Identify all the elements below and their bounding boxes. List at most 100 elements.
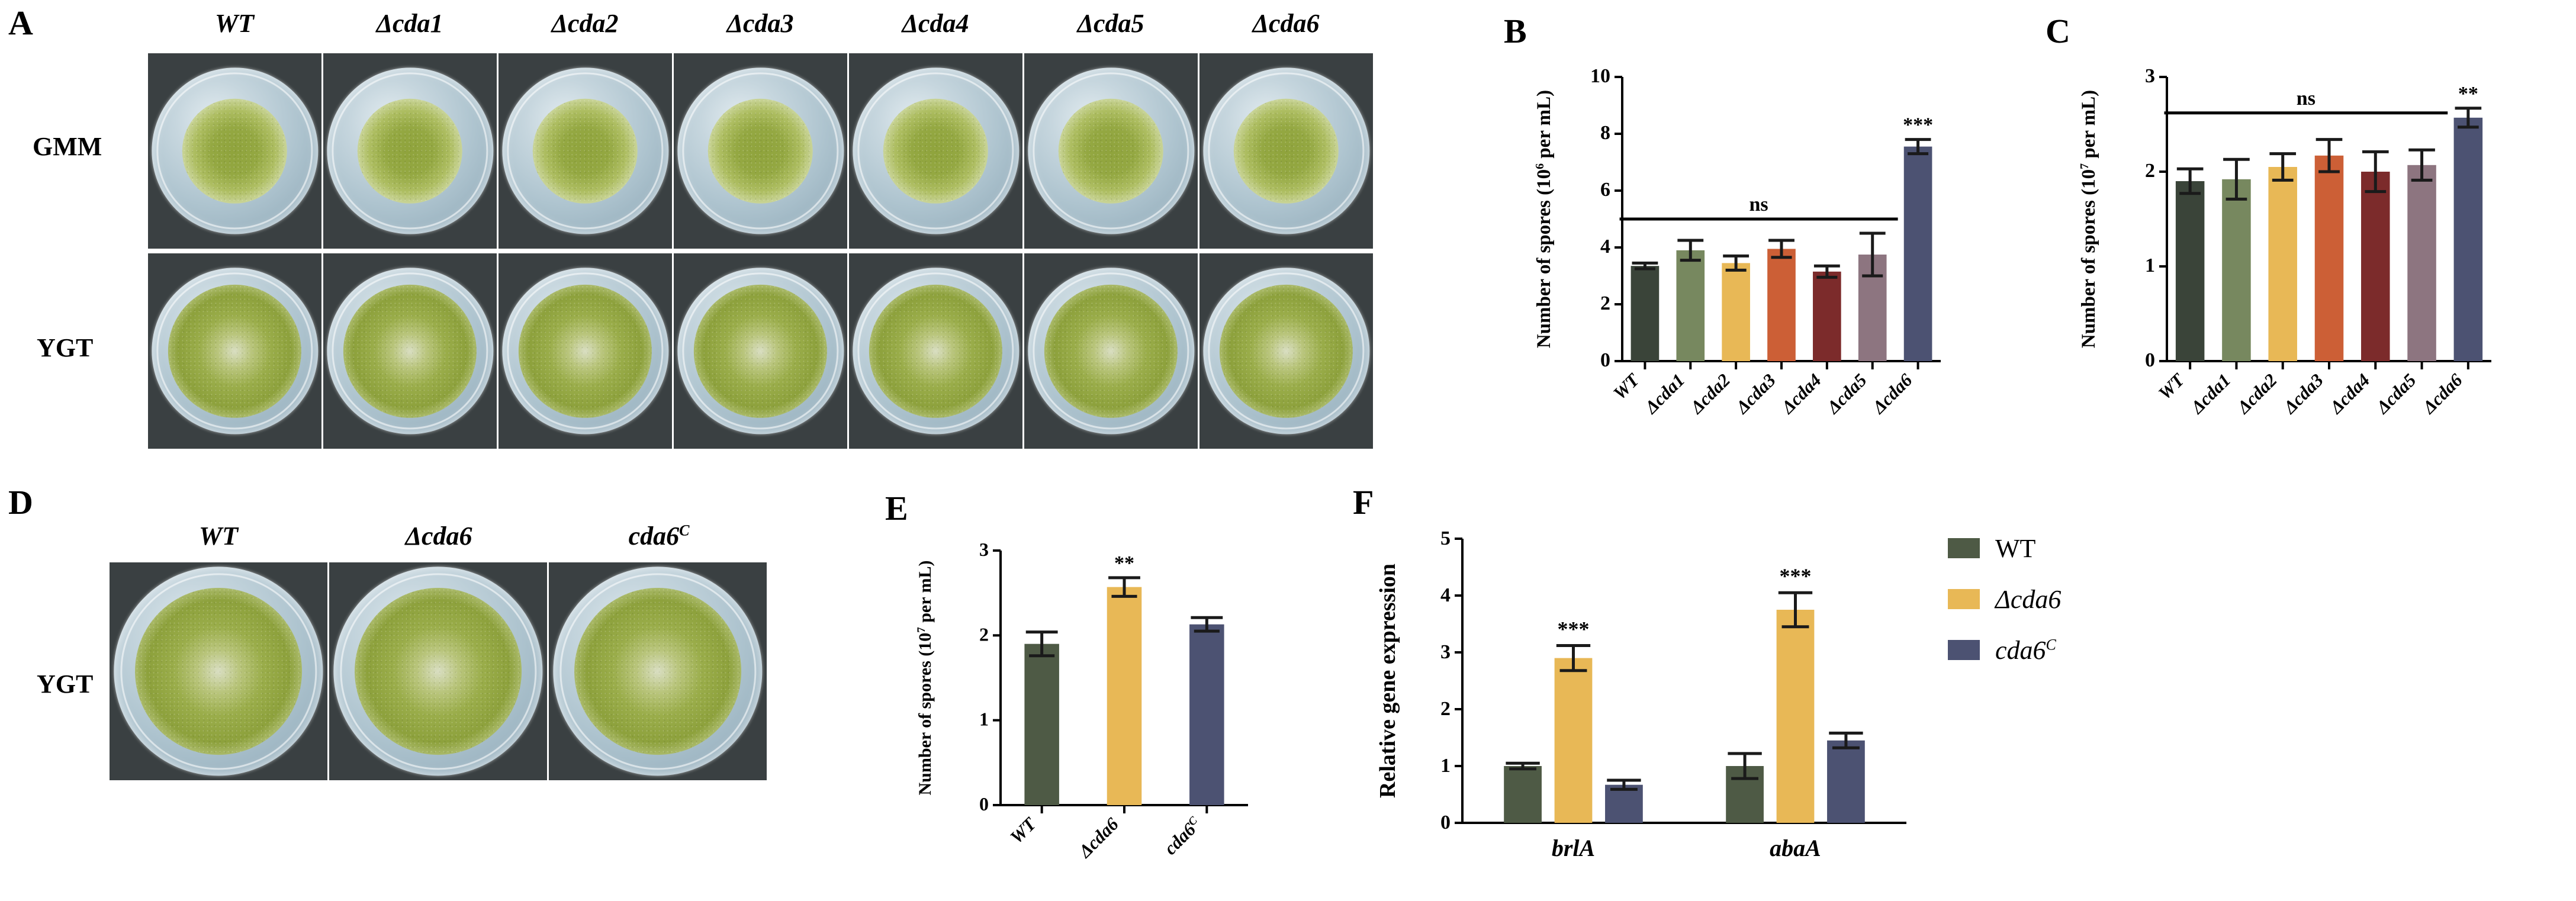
legend-label: WT: [1995, 533, 2036, 563]
significance-stars: ***: [1903, 114, 1933, 136]
panel-a-column-header-5: Δcda5: [1077, 9, 1144, 38]
bar-abaA-Δcda6: [1776, 591, 1815, 823]
x-category-label: WT: [2154, 369, 2188, 403]
y-tick-label: 3: [2145, 65, 2155, 87]
significance-stars: ***: [1780, 564, 1812, 588]
y-tick-label: 2: [1600, 292, 1610, 314]
y-axis-label: Number of spores (106 per mL): [1533, 90, 1555, 348]
x-category-label: Δcda6: [1073, 813, 1123, 863]
panel-d-column-header-0: WT: [199, 522, 238, 551]
bar-4: [1813, 264, 1841, 361]
significance-stars: **: [1114, 552, 1134, 574]
chart-panel-e: 0 1 2 3 WT Δcda6 cda6C ** Number of spores (107 …: [900, 527, 1255, 894]
petri-dish-plate: [674, 53, 847, 249]
petri-dish-plate: [148, 53, 321, 249]
x-category-label: WT: [1006, 813, 1040, 847]
panel-letter-a: A: [8, 4, 33, 42]
y-tick-label: 2: [2145, 160, 2155, 182]
panel-d-column-header-2: cda6C: [628, 522, 690, 551]
y-axis-label: Relative gene expression: [1375, 564, 1400, 798]
petri-dish-plate: [323, 253, 497, 449]
panel-d-column-headers: WT Δcda6 cda6C: [110, 521, 773, 556]
legend-swatch-icon: [1948, 640, 1980, 660]
x-category-label: Δcda4: [1776, 369, 1825, 419]
x-category-label: Δcda6: [1867, 369, 1916, 419]
x-category-label: Δcda1: [2186, 369, 2235, 419]
bar-abaA-WT: [1726, 752, 1764, 823]
ns-annotation: ns: [1750, 194, 1768, 215]
panel-letter-f: F: [1353, 483, 1374, 522]
legend-label: Δcda6: [1995, 584, 2062, 614]
legend-item-1: Δcda6: [1948, 584, 2196, 614]
y-tick-label: 0: [1440, 812, 1451, 834]
petri-dish-plate: [323, 53, 497, 249]
y-tick-label: 8: [1600, 122, 1610, 144]
y-tick-label: 1: [979, 709, 989, 730]
petri-dish-plate: [499, 53, 672, 249]
petri-dish-plate: [1199, 253, 1373, 449]
y-tick-label: 3: [979, 539, 989, 560]
y-tick-label: 3: [1440, 641, 1451, 663]
x-category-label: Δcda3: [1731, 369, 1780, 419]
bar-0: [1024, 630, 1059, 805]
panel-a-column-header-4: Δcda4: [902, 9, 969, 38]
panel-a-column-header-3: Δcda3: [726, 9, 794, 38]
panel-letter-b: B: [1504, 12, 1527, 50]
panel-a-column-headers: WT Δcda1 Δcda2 Δcda3 Δcda4 Δcda5 Δcda6: [148, 8, 1374, 44]
petri-dish-plate: [1199, 53, 1373, 249]
x-category-label: cda6C: [1160, 813, 1205, 859]
panel-f-legend: WT Δcda6 cda6C: [1948, 533, 2196, 681]
bar-brlA-WT: [1504, 761, 1542, 823]
significance-stars: ***: [1558, 617, 1590, 641]
y-tick-label: 1: [1440, 755, 1451, 777]
y-axis-label: Number of spores (107 per mL): [915, 561, 935, 796]
petri-dish-plate: [1024, 53, 1198, 249]
panel-d-column-header-1: Δcda6: [405, 522, 472, 551]
x-category-label: Δcda1: [1640, 369, 1689, 419]
x-category-label: Δcda5: [1822, 369, 1871, 419]
bar-4: [2361, 150, 2390, 361]
x-category-label: Δcda2: [2232, 369, 2281, 419]
panel-a-plate-row-gmm: [148, 53, 1373, 249]
x-category-label: Δcda4: [2325, 369, 2374, 419]
petri-dish-plate: [849, 253, 1022, 449]
y-tick-label: 4: [1600, 236, 1610, 258]
y-tick-label: 10: [1590, 65, 1610, 87]
bar-0: [2175, 167, 2205, 361]
panel-a-plate-row-ygt: [148, 253, 1373, 449]
y-tick-label: 4: [1440, 584, 1451, 606]
petri-dish-plate: [110, 562, 327, 780]
y-tick-label: 2: [979, 623, 989, 645]
y-tick-label: 6: [1600, 179, 1610, 201]
legend-label: cda6C: [1995, 635, 2056, 665]
panel-d-plate-row: [110, 562, 767, 780]
bar-1: [2222, 157, 2251, 361]
y-tick-label: 5: [1440, 527, 1451, 549]
x-category-label: Δcda5: [2371, 369, 2420, 419]
panel-a-row-label-gmm: GMM: [33, 132, 102, 161]
bar-2: [2268, 152, 2297, 361]
panel-letter-c: C: [2046, 12, 2070, 50]
bar-5: [2407, 148, 2436, 361]
y-tick-label: 2: [1440, 698, 1451, 720]
legend-swatch-icon: [1948, 538, 1980, 558]
panel-letter-d: D: [8, 483, 33, 522]
bar-3: [1767, 239, 1796, 361]
bar-2: [1722, 254, 1750, 361]
petri-dish-plate: [674, 253, 847, 449]
panel-a-column-header-6: Δcda6: [1252, 9, 1320, 38]
bar-brlA-cda6C: [1605, 778, 1643, 823]
panel-letter-e: E: [885, 489, 908, 527]
x-category-label: Δcda2: [1686, 369, 1735, 419]
x-category-label: WT: [1609, 369, 1644, 403]
panel-a-column-header-2: Δcda2: [551, 9, 619, 38]
x-category-label: Δcda3: [2278, 369, 2327, 419]
bar-1: [1107, 576, 1142, 805]
y-axis-label: Number of spores (107 per mL): [2078, 90, 2099, 348]
x-category-label: Δcda6: [2417, 369, 2466, 419]
legend-item-0: WT: [1948, 533, 2196, 564]
bar-6: [1903, 138, 1932, 361]
bar-0: [1630, 261, 1660, 361]
chart-panel-b: 0 2 4 6 8 10 WT Δcda1 Δcda2 Δcda3 Δcda4 Δcda5 Δcda6 n…: [1516, 65, 1948, 474]
chart-panel-f: 0 1 2 3 4 5 *** brlA *** abaA Relative gene expres…: [1368, 521, 1918, 888]
